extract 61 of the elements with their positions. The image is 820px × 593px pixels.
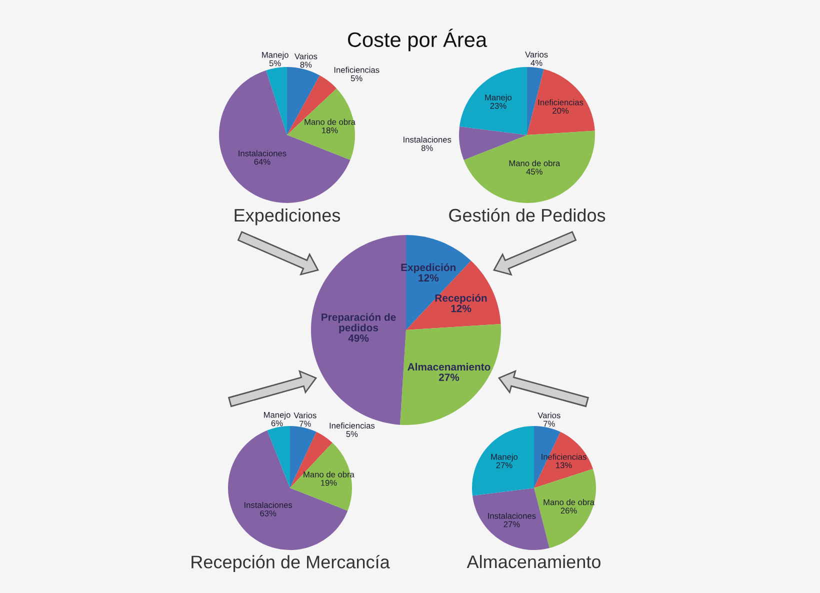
text: Recepción de Mercancía: [192, 554, 390, 572]
slice-label: Instalaciones: [404, 136, 452, 143]
pie-slice: [287, 75, 337, 135]
slice-label: Ineficiencias: [538, 99, 584, 106]
data-label: 20%: [552, 108, 569, 114]
pie-slice: [534, 468, 596, 548]
data-label: 26%: [560, 508, 577, 514]
data-label: 27%: [504, 521, 520, 528]
data-label: 8%: [421, 145, 433, 151]
pie-slice: [287, 88, 355, 160]
slice-label: Varios: [294, 412, 316, 418]
pie-slice: [527, 69, 595, 135]
data-label: 63%: [260, 510, 276, 516]
pie-slice: [400, 324, 501, 425]
slice-label: Mano de obra: [544, 499, 594, 506]
data-label: 13%: [556, 462, 572, 468]
data-label: 49%: [348, 334, 369, 342]
data-label: 7%: [544, 420, 555, 427]
slice-label: Manejo: [491, 454, 518, 462]
slice-label: Mano de obra: [509, 160, 560, 166]
data-label: 7%: [300, 420, 311, 427]
pie-slice: [460, 67, 527, 135]
slice-label: Manejo: [262, 52, 288, 60]
slice-label: Ineficiencias: [330, 422, 375, 429]
data-label: 18%: [322, 127, 338, 134]
slice-label: Recepción: [435, 294, 487, 304]
text: Gestión de Pedidos: [449, 208, 606, 222]
data-label: 5%: [269, 60, 281, 66]
slice-label: Instalaciones: [238, 150, 286, 156]
pie-slice: [534, 432, 593, 488]
data-label: 45%: [526, 168, 542, 175]
data-label: 8%: [300, 62, 312, 68]
data-label: 12%: [418, 274, 439, 282]
data-label: 5%: [346, 431, 358, 437]
slice-label: Preparación de pedidos: [322, 313, 396, 334]
slice-label: Instalaciones: [488, 512, 536, 519]
data-label: 6%: [271, 420, 283, 426]
pie-slice: [267, 426, 290, 488]
pie-slice: [464, 130, 595, 203]
data-label: 64%: [254, 158, 270, 165]
data-label: 27%: [496, 462, 512, 468]
slice-label: Ineficiencias: [334, 66, 380, 73]
slice-label: Manejo: [485, 94, 512, 102]
slice-label: Almacenamiento: [408, 362, 490, 371]
data-label: 12%: [451, 304, 472, 312]
data-label: 4%: [530, 60, 542, 66]
text: Expediciones: [234, 208, 340, 226]
slice-label: Varios: [294, 53, 318, 60]
pie-slice: [472, 426, 534, 496]
pie-slice: [266, 67, 287, 135]
data-label: 27%: [438, 374, 460, 381]
data-label: 19%: [321, 480, 337, 486]
data-label: 5%: [350, 75, 362, 82]
slice-label: Manejo: [264, 412, 290, 420]
pie-slice: [459, 126, 527, 160]
slice-label: Instalaciones: [244, 502, 292, 508]
data-label: 23%: [490, 102, 506, 109]
chart-title: Coste por Área: [348, 28, 488, 52]
text: Almacenamiento: [466, 554, 600, 568]
slice-label: Varios: [538, 412, 560, 418]
slice-label: Varios: [525, 51, 548, 58]
